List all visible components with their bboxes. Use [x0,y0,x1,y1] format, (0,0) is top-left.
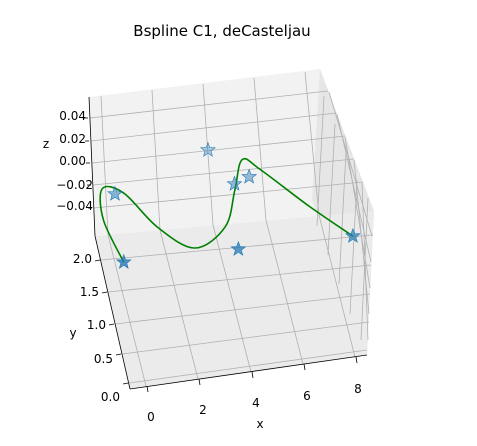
x-tick-mark [146,385,149,393]
grid-back-z1 [89,90,329,119]
grid-back-x0 [100,95,109,236]
control-point-0 [115,253,132,270]
grid-side-y2 [327,123,336,256]
grid-floor-x2 [159,229,199,380]
grid-floor-y05 [121,321,370,355]
grid-floor-y15 [107,264,372,293]
grid-back-x2 [151,89,161,231]
control-point-5 [199,141,216,157]
z-tick-label: 0.02 [59,132,86,146]
z-tick-label: −0.04 [56,199,93,213]
x-tick-label: 6 [303,389,311,403]
grid-back-z3 [91,135,346,164]
x-axis-label: x [256,417,263,431]
grid-back-x4 [202,83,214,226]
grid-side-z1 [328,91,373,237]
curve-layer [99,157,354,263]
z-tick-label: −0.02 [56,178,93,192]
grid-side-z3 [344,136,371,289]
grid-back-z4 [92,158,355,186]
grid-side-z5 [361,182,369,341]
y-tick-label: 1.0 [87,318,106,332]
x-tick-mark [251,371,254,379]
grid-floor-y10 [114,293,371,325]
z-axis-label: z [43,137,49,151]
grid-floor-x8 [318,214,356,358]
grid-side-y3 [338,151,347,285]
y-tick-label: 2.0 [73,252,92,266]
x-tick-label: 0 [147,410,155,424]
grid-floor-y0 [128,349,368,384]
z-ticks: 0.04 0.02 0.00 −0.02 −0.04 [56,109,93,213]
grid-back-z2 [90,112,337,142]
y-tick-mark [94,259,101,262]
control-point-2 [230,240,247,256]
grid-back-z5 [93,181,364,209]
z-tick-label: 0.04 [59,109,86,123]
x-ticks: 0 2 4 6 8 [146,356,362,424]
y-tick-mark [101,291,108,294]
control-point-4 [344,227,361,243]
z-tick-label: 0.00 [59,154,86,168]
x-axis-line [129,354,368,390]
z-axis-line [88,96,96,237]
control-point-1 [107,185,123,201]
grid-side-y1 [316,95,325,227]
pane-back [89,69,374,236]
control-point-3 [226,175,243,191]
chart-title: Bspline C1, deCasteljau [133,22,310,40]
x-tick-label: 8 [354,382,362,396]
curve-line [99,157,354,263]
x-tick-label: 4 [252,396,260,410]
grid-lines [89,71,374,387]
y-tick-label: 0.0 [101,390,120,404]
y-axis-line [94,235,131,390]
x-tick-mark [303,363,306,371]
points-layer [107,141,361,270]
grid-back-x8 [304,71,320,216]
y-tick-label: 0.5 [94,352,113,366]
x-tick-mark [198,378,201,386]
y-tick-mark [115,353,122,356]
grid-side-z2 [336,113,372,263]
y-ticks: 0.0 0.5 1.0 1.5 2.0 [73,252,129,404]
y-tick-mark [122,382,129,385]
control-point-6 [241,168,258,184]
y-axis-label: y [69,326,76,340]
x-tick-label: 2 [199,403,207,417]
grid-back-x6 [253,77,267,221]
grid-side-z4 [353,159,370,315]
x-tick-mark [355,356,358,364]
y-tick-mark [108,323,115,326]
grid-floor-x0 [107,234,147,387]
pane-floor [95,211,374,389]
y-tick-label: 1.5 [80,285,99,299]
